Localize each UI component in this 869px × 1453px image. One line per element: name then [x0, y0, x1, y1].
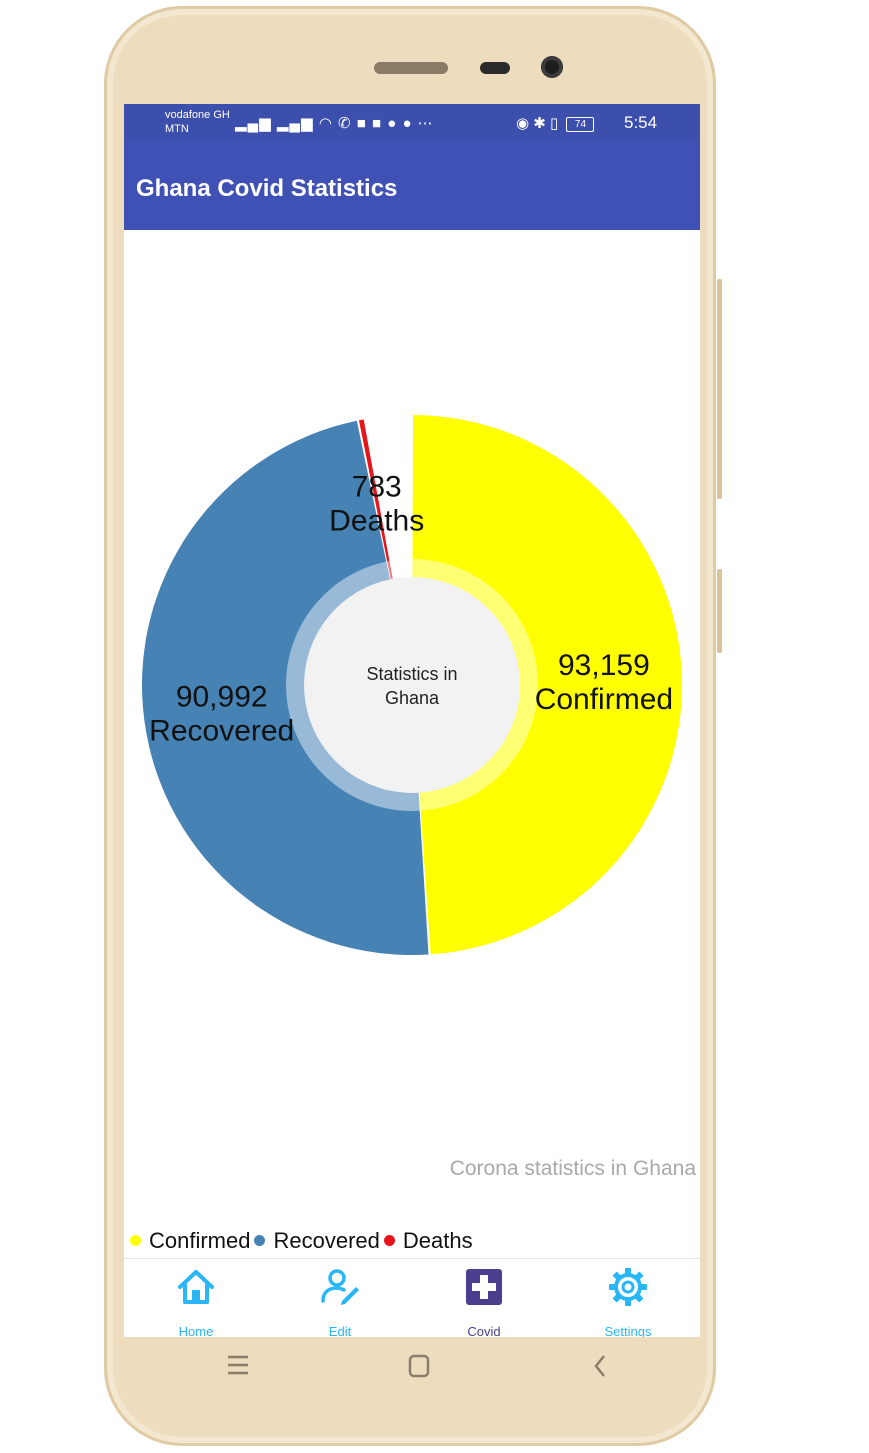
slice-value-label: 783	[352, 470, 402, 503]
legend-swatch	[130, 1234, 141, 1246]
system-icons: ◉ ✱ ▯ 74	[516, 114, 595, 132]
nav-covid-label: Covid	[467, 1324, 501, 1337]
screen: vodafone GH MTN ▂▄▆ ▂▄▆ ◠ ✆ ■ ■ ● ● ⋯ ◉ …	[124, 104, 700, 1337]
legend-item-confirmed: Confirmed	[130, 1228, 250, 1254]
chart-legend: Confirmed Recovered Deaths	[130, 1228, 477, 1254]
bottom-navigation: Home Edit Covid	[124, 1258, 700, 1337]
bluetooth-icon: ✱	[533, 115, 546, 132]
nav-edit-label: Edit	[328, 1324, 352, 1337]
nav-home-label: Home	[178, 1324, 214, 1337]
back-icon[interactable]	[594, 1355, 605, 1377]
facebook-icon: ●	[387, 115, 398, 132]
app-title: Ghana Covid Statistics	[136, 175, 398, 202]
pie-ring-deaths	[387, 561, 393, 580]
pie-slice-confirmed[interactable]	[412, 415, 682, 955]
chart-description: Corona statistics in Ghana	[449, 1157, 696, 1180]
clock: 5:54	[624, 113, 658, 132]
status-bar: vodafone GH MTN ▂▄▆ ▂▄▆ ◠ ✆ ■ ■ ● ● ⋯ ◉ …	[124, 104, 700, 142]
earpiece-speaker	[374, 62, 448, 74]
slice-category-label: Confirmed	[535, 683, 673, 716]
vibrate-icon: ▯	[550, 115, 559, 132]
gear-icon	[609, 1268, 647, 1306]
legend-label: Recovered	[273, 1228, 380, 1253]
home-square-icon[interactable]	[408, 1354, 430, 1378]
pie-hole	[304, 577, 520, 793]
app-notification-icon: ■	[372, 115, 383, 132]
whatsapp-icon: ●	[402, 115, 413, 132]
home-icon	[178, 1270, 214, 1304]
edit-user-icon	[321, 1269, 359, 1305]
eye-icon: ◉	[516, 115, 530, 132]
pie-slices	[142, 415, 682, 955]
notification-icons: ▂▄▆ ▂▄▆ ◠ ✆ ■ ■ ● ● ⋯	[235, 114, 434, 132]
system-navigation-bar	[228, 1354, 605, 1378]
pie-slice-recovered[interactable]	[142, 420, 429, 955]
wifi-icon: ◠	[318, 115, 333, 132]
nav-settings-label: Settings	[604, 1324, 652, 1337]
center-text-line2: Ghana	[385, 688, 440, 708]
app-bar: Ghana Covid Statistics	[124, 142, 700, 230]
app-notification-icon: ■	[356, 115, 367, 132]
menu-icon[interactable]	[228, 1355, 248, 1375]
nav-edit[interactable]: Edit	[268, 1267, 412, 1337]
slice-value-label: 90,992	[176, 681, 268, 714]
nav-settings[interactable]: Settings	[556, 1267, 700, 1337]
signal-icon: ▂▄▆	[276, 115, 314, 132]
nav-home[interactable]: Home	[124, 1267, 268, 1337]
legend-label: Confirmed	[149, 1228, 251, 1253]
pie-ring-recovered	[286, 561, 420, 811]
legend-swatch	[383, 1234, 395, 1246]
center-text-line1: Statistics in	[366, 664, 457, 684]
front-camera	[541, 56, 563, 78]
slice-value-label: 93,159	[558, 649, 650, 682]
carrier-names: vodafone GH MTN	[165, 108, 230, 136]
pie-ring-confirmed	[412, 559, 539, 811]
legend-item-recovered: Recovered	[254, 1228, 380, 1254]
signal-icon: ▂▄▆	[235, 115, 272, 132]
pie-chart[interactable]: 93,159Confirmed90,992Recovered783Deaths …	[124, 230, 700, 1130]
slice-category-label: Recovered	[149, 715, 294, 748]
more-icon: ⋯	[417, 115, 434, 132]
legend-label: Deaths	[402, 1228, 473, 1253]
nav-covid[interactable]: Covid	[412, 1267, 556, 1337]
missed-call-icon: ✆	[338, 115, 352, 132]
pie-center-hole	[304, 577, 520, 793]
proximity-sensor	[480, 62, 510, 74]
battery-icon: 74	[566, 116, 595, 132]
legend-item-deaths: Deaths	[383, 1228, 473, 1254]
power-button	[717, 569, 722, 653]
slice-category-label: Deaths	[329, 504, 424, 537]
medical-cross-icon	[466, 1269, 502, 1305]
carrier-2: MTN	[165, 123, 189, 135]
volume-button	[717, 279, 722, 499]
legend-swatch	[254, 1234, 266, 1246]
carrier-1: vodafone GH	[165, 109, 230, 121]
